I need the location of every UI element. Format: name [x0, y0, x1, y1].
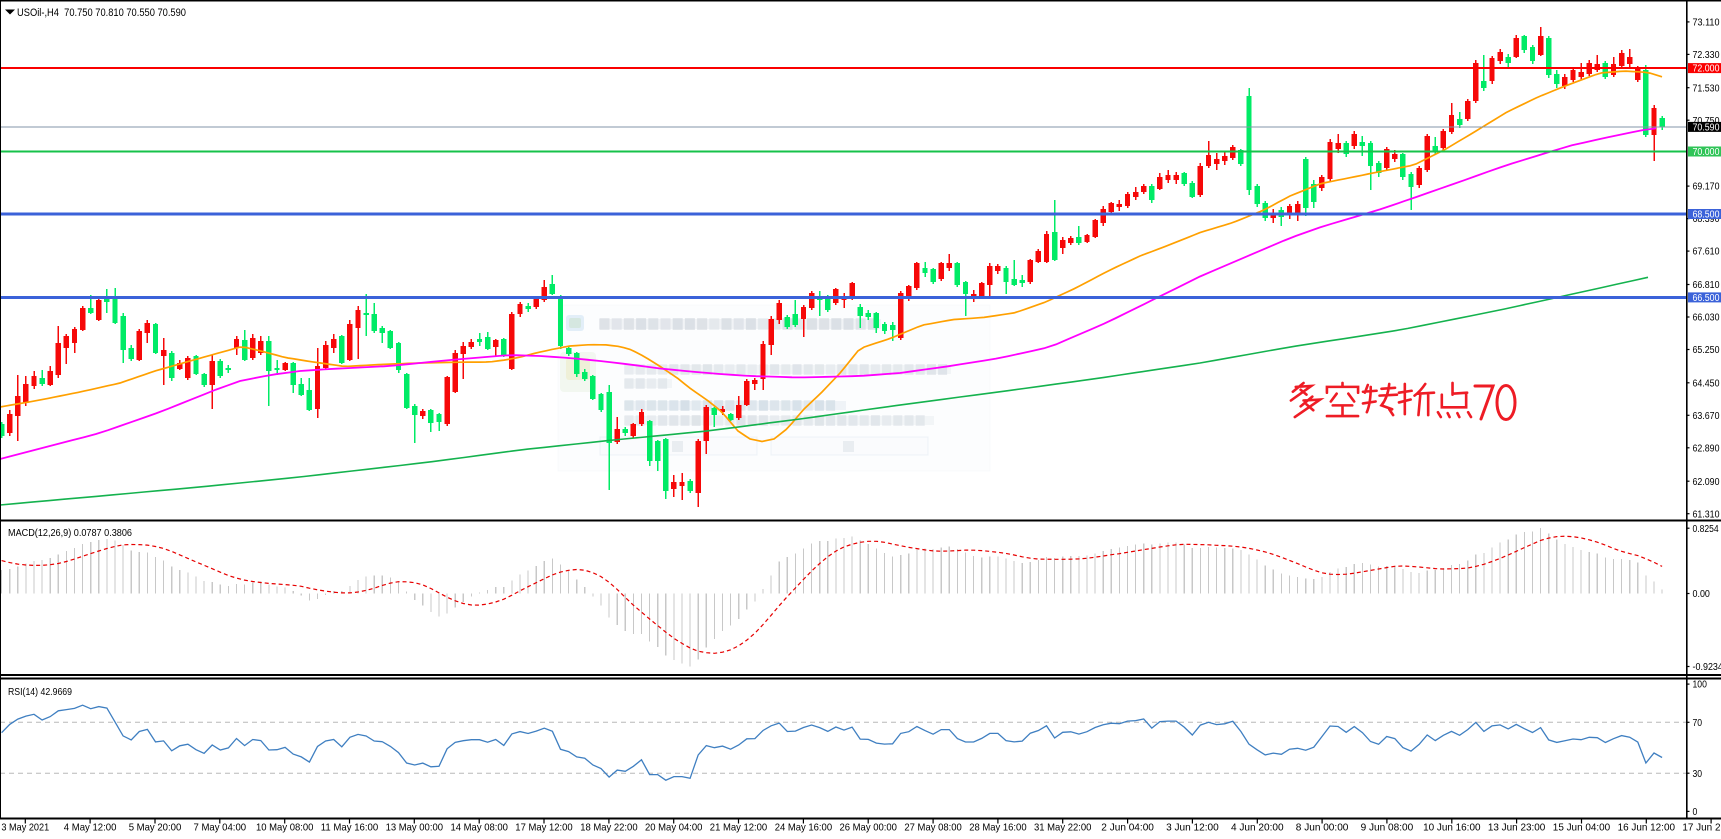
svg-text:70.000: 70.000: [1693, 147, 1720, 158]
svg-text:17 Jun 22:00: 17 Jun 22:00: [1682, 823, 1721, 834]
svg-text:68.500: 68.500: [1693, 210, 1720, 221]
svg-text:100: 100: [1693, 680, 1708, 691]
svg-text:72.330: 72.330: [1693, 50, 1720, 61]
svg-text:0.8254: 0.8254: [1693, 524, 1720, 535]
svg-text:16 Jun 12:00: 16 Jun 12:00: [1618, 823, 1676, 834]
svg-text:15 Jun 04:00: 15 Jun 04:00: [1553, 823, 1611, 834]
svg-text:18 May 22:00: 18 May 22:00: [580, 823, 638, 834]
svg-text:30: 30: [1693, 769, 1703, 780]
svg-text:0: 0: [1693, 807, 1698, 818]
svg-text:70.750: 70.750: [1693, 116, 1720, 127]
svg-text:26 May 00:00: 26 May 00:00: [840, 823, 898, 834]
svg-text:0.00: 0.00: [1693, 589, 1711, 600]
svg-text:21 May 12:00: 21 May 12:00: [710, 823, 768, 834]
svg-text:4 May 12:00: 4 May 12:00: [64, 823, 117, 834]
svg-text:10 May 08:00: 10 May 08:00: [256, 823, 314, 834]
svg-text:20 May 04:00: 20 May 04:00: [645, 823, 703, 834]
svg-text:70: 70: [1693, 718, 1703, 729]
svg-text:62.090: 62.090: [1693, 477, 1720, 488]
svg-text:63.670: 63.670: [1693, 411, 1720, 422]
svg-text:64.450: 64.450: [1693, 378, 1720, 389]
svg-text:2 Jun 04:00: 2 Jun 04:00: [1101, 823, 1154, 834]
svg-text:7 May 04:00: 7 May 04:00: [194, 823, 247, 834]
svg-text:9 Jun 08:00: 9 Jun 08:00: [1361, 823, 1414, 834]
svg-text:RSI(14) 42.9669: RSI(14) 42.9669: [8, 687, 72, 698]
svg-text:13 May 00:00: 13 May 00:00: [386, 823, 444, 834]
svg-text:24 May 16:00: 24 May 16:00: [775, 823, 833, 834]
svg-text:MACD(12,26,9) 0.0787 0.3806: MACD(12,26,9) 0.0787 0.3806: [8, 528, 132, 539]
svg-text:66.030: 66.030: [1693, 313, 1720, 324]
svg-text:8 Jun 00:00: 8 Jun 00:00: [1296, 823, 1349, 834]
svg-text:62.890: 62.890: [1693, 443, 1720, 454]
svg-text:14 May 08:00: 14 May 08:00: [451, 823, 509, 834]
svg-text:65.250: 65.250: [1693, 345, 1720, 356]
svg-text:69.170: 69.170: [1693, 182, 1720, 193]
svg-text:3 Jun 12:00: 3 Jun 12:00: [1166, 823, 1219, 834]
svg-text:28 May 16:00: 28 May 16:00: [969, 823, 1027, 834]
svg-text:-0.9234: -0.9234: [1693, 662, 1721, 673]
svg-text:4 Jun 20:00: 4 Jun 20:00: [1231, 823, 1284, 834]
svg-text:13 Jun 23:00: 13 Jun 23:00: [1488, 823, 1546, 834]
svg-text:73.110: 73.110: [1693, 18, 1720, 29]
svg-text:USOil-,H4 70.750 70.810 70.55: USOil-,H4 70.750 70.810 70.550 70.590: [17, 7, 186, 19]
svg-text:17 May 12:00: 17 May 12:00: [515, 823, 573, 834]
svg-text:66.810: 66.810: [1693, 280, 1720, 291]
svg-text:3 May 2021: 3 May 2021: [1, 823, 49, 834]
svg-text:10 Jun 16:00: 10 Jun 16:00: [1423, 823, 1481, 834]
svg-text:72.000: 72.000: [1693, 64, 1720, 75]
svg-text:31 May 22:00: 31 May 22:00: [1034, 823, 1092, 834]
svg-text:61.310: 61.310: [1693, 509, 1720, 520]
svg-text:5 May 20:00: 5 May 20:00: [129, 823, 182, 834]
svg-text:68.390: 68.390: [1693, 214, 1720, 225]
svg-text:71.530: 71.530: [1693, 83, 1720, 94]
svg-text:66.500: 66.500: [1693, 293, 1720, 304]
svg-text:11 May 16:00: 11 May 16:00: [321, 823, 379, 834]
svg-text:70.590: 70.590: [1693, 123, 1720, 134]
svg-text:67.610: 67.610: [1693, 247, 1720, 258]
svg-text:27 May 08:00: 27 May 08:00: [904, 823, 962, 834]
